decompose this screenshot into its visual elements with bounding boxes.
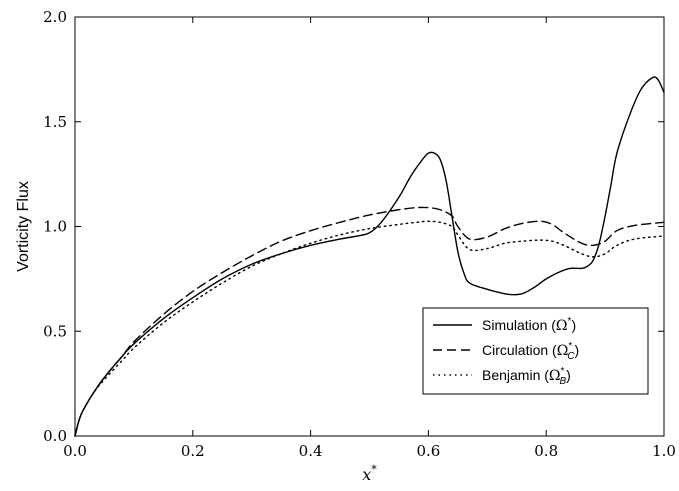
x-axis-label-base: x [362,465,371,484]
x-axis: 0.0 0.2 0.4 0.6 0.8 1.0 [63,17,676,460]
legend-label-benjamin: Benjamin (Ω* B) [482,366,571,387]
x-tick-label: 0.4 [299,442,323,460]
legend-label-circulation: Circulation (Ω* C) [482,341,579,362]
series-layer [74,76,665,437]
y-axis: 0.0 0.5 1.0 1.5 2.0 [43,8,664,445]
y-axis-label: Vorticity Flux [15,181,32,272]
y-tick-label: 0.5 [43,322,67,340]
x-tick-label: 0.6 [416,442,440,460]
y-tick-label: 1.5 [43,113,67,131]
legend-box [422,307,649,395]
y-tick-label: 2.0 [43,8,67,26]
x-axis-label-superscript: * [371,463,377,476]
y-tick-label: 0.0 [43,427,67,445]
x-tick-label: 0.8 [534,442,558,460]
series-line-circulation [74,206,665,437]
x-tick-label: 0.0 [63,442,87,460]
x-tick-label: 1.0 [652,442,676,460]
legend-entries: Simulation (Ω*) Circulation (Ω* C) Benjamin… [433,316,579,387]
x-axis-label: x* [362,463,377,484]
y-tick-label: 1.0 [43,218,67,236]
legend: Simulation (Ω*) Circulation (Ω* C) Benjamin… [422,307,649,395]
series-line-benjamin [74,220,665,437]
legend-label-simulation: Simulation (Ω*) [482,316,576,334]
x-tick-label: 0.2 [181,442,205,460]
